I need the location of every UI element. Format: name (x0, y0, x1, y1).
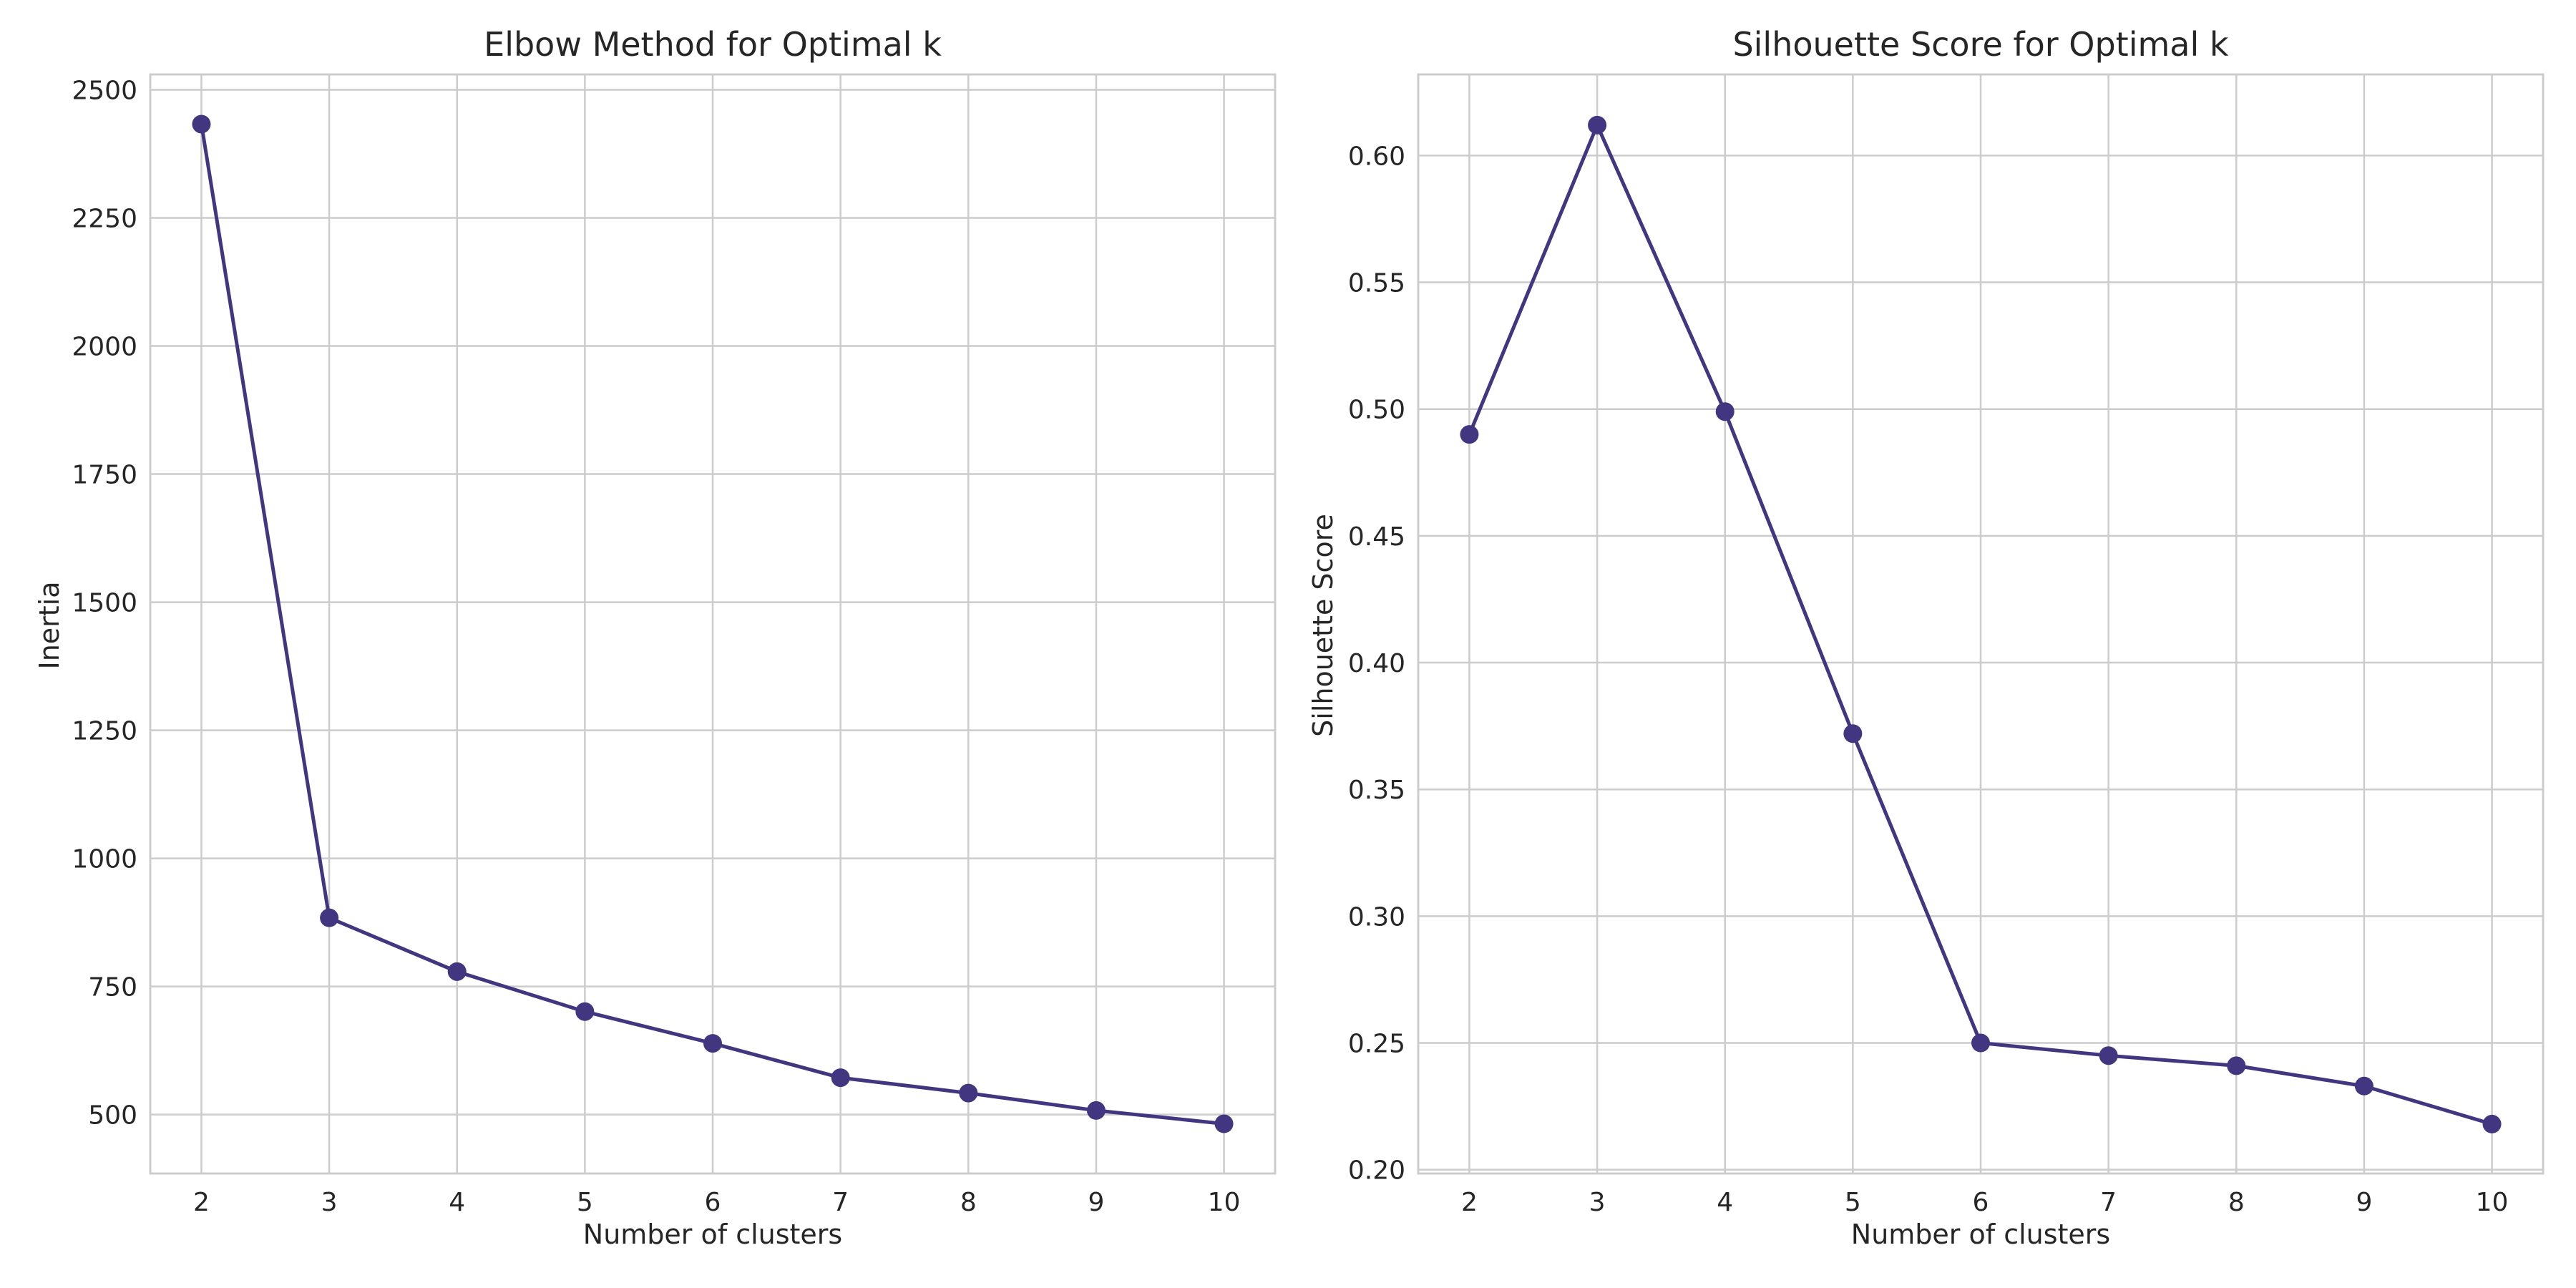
data-point (1715, 402, 1735, 421)
chart-title: Elbow Method for Optimal k (484, 25, 942, 64)
data-point (1460, 425, 1479, 444)
x-tick-label: 6 (705, 1188, 721, 1217)
data-point (1843, 724, 1863, 743)
y-tick-label: 0.45 (1348, 522, 1405, 552)
data-point (2482, 1114, 2502, 1133)
x-axis-label: Number of clusters (583, 1219, 842, 1250)
x-tick-label: 3 (321, 1188, 338, 1217)
data-point (447, 962, 467, 981)
data-point (192, 114, 211, 134)
data-point (1588, 115, 1607, 135)
x-tick-label: 8 (2228, 1188, 2245, 1217)
x-tick-label: 9 (1088, 1188, 1104, 1217)
y-tick-label: 750 (88, 973, 137, 1002)
x-tick-label: 4 (1717, 1188, 1733, 1217)
x-tick-label: 3 (1589, 1188, 1606, 1217)
y-tick-label: 0.35 (1348, 776, 1405, 805)
data-point (959, 1083, 978, 1103)
y-tick-label: 2250 (72, 205, 137, 234)
y-tick-label: 0.40 (1348, 649, 1405, 678)
y-tick-label: 0.25 (1348, 1030, 1405, 1059)
y-tick-label: 0.55 (1348, 269, 1405, 298)
y-tick-label: 1250 (72, 717, 137, 746)
y-tick-label: 0.60 (1348, 142, 1405, 171)
x-tick-label: 10 (1208, 1188, 1241, 1217)
data-point (1971, 1033, 1990, 1053)
data-point (320, 908, 339, 927)
silhouette-chart-panel: Silhouette Score for Optimal k Number of… (1307, 25, 2545, 1250)
y-axis-label: Inertia (34, 581, 65, 669)
y-tick-label: 500 (88, 1101, 137, 1131)
chart-title: Silhouette Score for Optimal k (1732, 25, 2228, 64)
axes-frame (1417, 73, 2545, 1175)
x-tick-label: 5 (577, 1188, 593, 1217)
y-tick-label: 1500 (72, 589, 137, 618)
x-tick-label: 7 (832, 1188, 849, 1217)
data-point (831, 1068, 850, 1088)
x-tick-label: 2 (193, 1188, 210, 1217)
x-tick-label: 9 (2356, 1188, 2372, 1217)
y-tick-label: 2500 (72, 76, 137, 105)
x-tick-label: 2 (1461, 1188, 1478, 1217)
y-tick-label: 1000 (72, 845, 137, 874)
data-point (2099, 1046, 2118, 1065)
y-tick-label: 0.30 (1348, 902, 1405, 932)
x-tick-label: 7 (2100, 1188, 2117, 1217)
axes-frame (149, 73, 1277, 1175)
silhouette-plot-area: 2 3 4 5 6 7 8 9 10 0.20 0.25 0.30 0.35 0.40 0.45 0.50 0.… (1348, 73, 2545, 1217)
data-point (2227, 1056, 2246, 1075)
x-axis-label: Number of clusters (1851, 1219, 2110, 1250)
data-point (575, 1002, 595, 1021)
data-point (703, 1034, 722, 1053)
data-point (2354, 1076, 2373, 1096)
y-axis-label: Silhouette Score (1307, 514, 1339, 737)
y-tick-label: 2000 (72, 333, 137, 362)
y-tick-label: 1750 (72, 461, 137, 490)
data-point (1214, 1114, 1234, 1133)
y-tick-label: 0.20 (1348, 1156, 1405, 1186)
data-point (1086, 1101, 1106, 1120)
x-tick-label: 4 (449, 1188, 465, 1217)
x-tick-label: 10 (2476, 1188, 2509, 1217)
elbow-chart-panel: Elbow Method for Optimal k Number of clu… (34, 25, 1277, 1250)
x-tick-label: 5 (1845, 1188, 1861, 1217)
elbow-plot-area: 2 3 4 5 6 7 8 9 10 500 750 1000 1250 1500 1750 2000 2250… (72, 73, 1277, 1217)
y-tick-label: 0.50 (1348, 396, 1405, 425)
x-tick-label: 8 (960, 1188, 977, 1217)
x-tick-label: 6 (1973, 1188, 1989, 1217)
